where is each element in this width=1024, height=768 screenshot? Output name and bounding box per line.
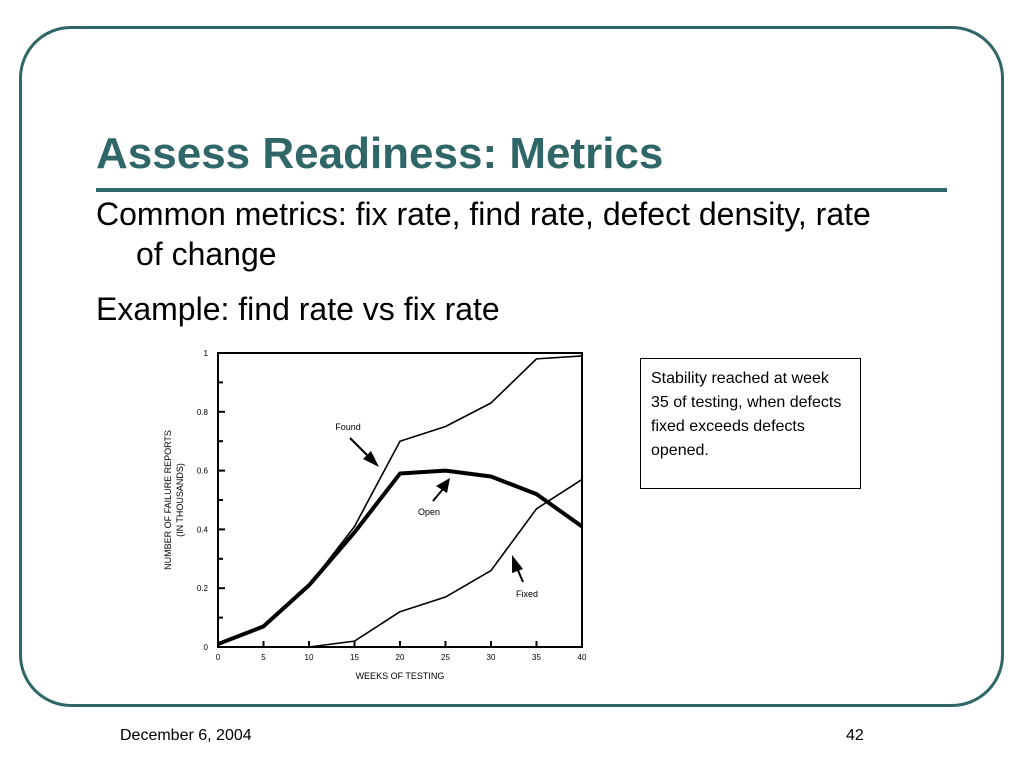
open-label: Open: [418, 507, 440, 517]
x-tick-label: 0: [216, 653, 221, 662]
page-number: 42: [846, 727, 864, 744]
y-axis: 0 0.2 0.4 0.6 0.8 1: [197, 349, 225, 652]
open-arrow-shaft: [432, 488, 444, 502]
y-tick-label: 0.8: [197, 408, 209, 417]
title-divider: [96, 188, 947, 192]
x-axis: 0 5 10 15 20 25 30 35 40: [216, 641, 587, 662]
y-tick-label: 0: [204, 643, 209, 652]
found-annotation: Found: [335, 422, 379, 467]
fixed-arrow-head: [512, 555, 523, 573]
bullet-common-metrics: Common metrics: fix rate, find rate, def…: [96, 196, 871, 272]
y-axis-label-line-1: NUMBER OF FAILURE REPORTS: [163, 430, 173, 570]
y-tick-label: 0.6: [197, 467, 209, 476]
series-line-found: [217, 355, 583, 645]
slide-title: Assess Readiness: Metrics: [96, 129, 664, 178]
series-line-open: [217, 468, 584, 646]
x-tick-label: 10: [305, 653, 314, 662]
fixed-annotation: Fixed: [512, 555, 538, 599]
found-arrow-head: [363, 451, 379, 467]
x-tick-label: 35: [532, 653, 541, 662]
y-axis-label-line-2: (IN THOUSANDS): [175, 463, 185, 537]
fixed-label: Fixed: [516, 589, 538, 599]
x-tick-label: 40: [578, 653, 587, 662]
plot-area-frame: [217, 352, 583, 648]
y-tick-label: 1: [204, 349, 209, 358]
y-tick-label: 0.4: [197, 525, 209, 534]
x-tick-label: 20: [396, 653, 405, 662]
x-tick-label: 30: [487, 653, 496, 662]
stability-note: Stability reached at week 35 of testing,…: [640, 358, 861, 489]
x-tick-label: 5: [261, 653, 266, 662]
footer-date: December 6, 2004: [120, 727, 252, 744]
series-lines: [217, 355, 584, 648]
x-tick-label: 25: [441, 653, 450, 662]
slide-frame: [19, 26, 1004, 707]
open-annotation: Open: [418, 478, 450, 517]
bullet-example: Example: find rate vs fix rate: [96, 291, 500, 327]
found-label: Found: [335, 422, 361, 432]
y-tick-label: 0.2: [197, 584, 209, 593]
found-arrow-shaft: [349, 437, 369, 457]
series-line-fixed: [218, 478, 583, 648]
x-tick-label: 15: [350, 653, 359, 662]
stability-note-text: Stability reached at week 35 of testing,…: [651, 370, 842, 459]
defect-chart: 0 0.2 0.4 0.6 0.8 1 0 5 10 15 20 25 30 35 40 WEEKS OF…: [163, 349, 587, 681]
x-axis-label: WEEKS OF TESTING: [356, 671, 445, 681]
open-arrow-head: [436, 478, 450, 493]
